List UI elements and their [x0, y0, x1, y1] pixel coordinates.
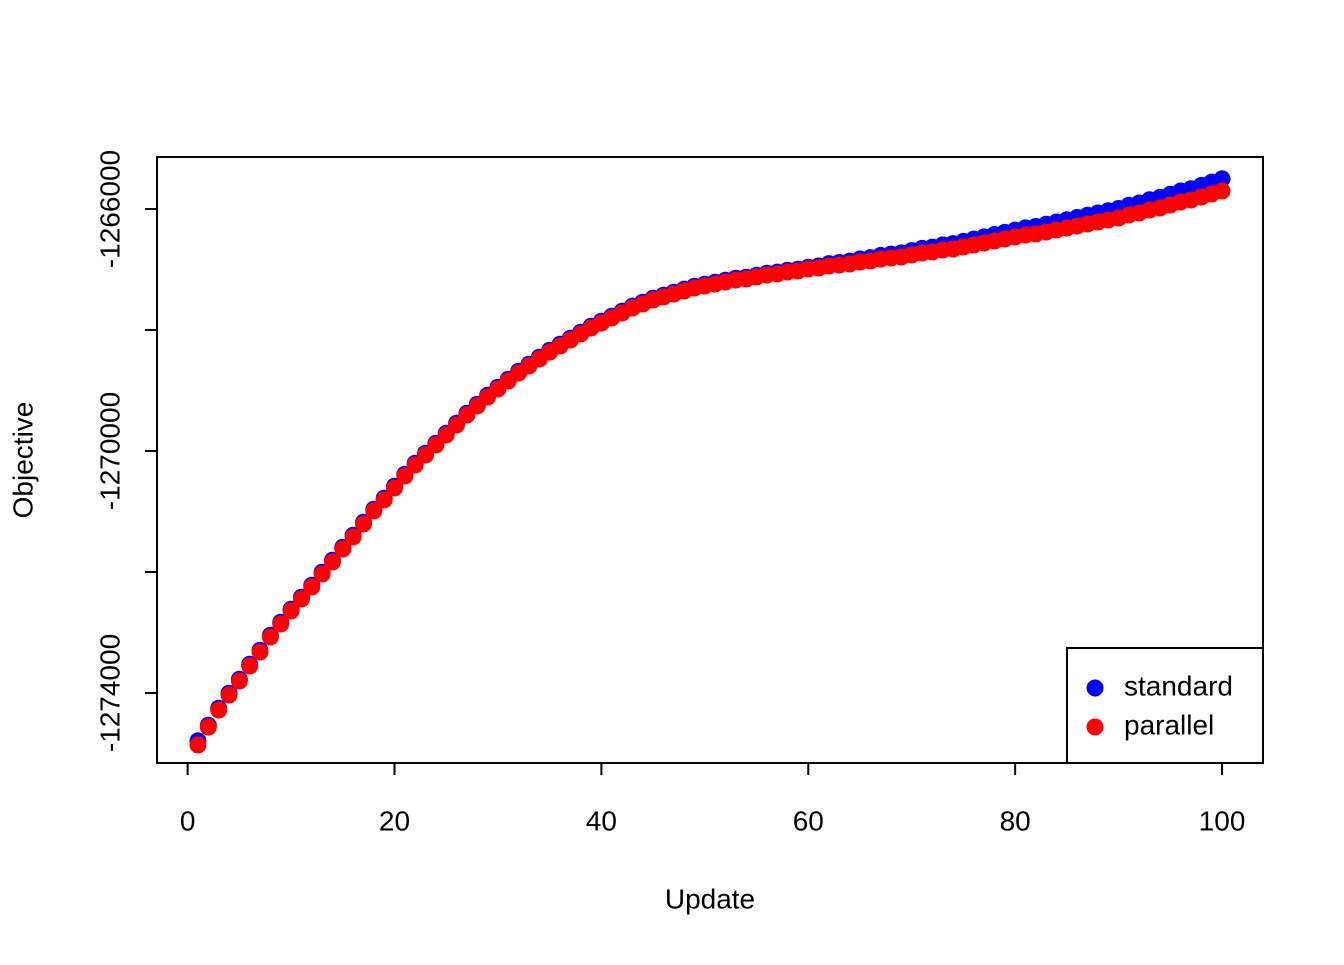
point	[344, 528, 362, 546]
y-tick-label: -1266000	[94, 150, 125, 268]
point	[292, 590, 310, 608]
point	[323, 553, 341, 571]
point	[1213, 170, 1231, 188]
point	[210, 701, 228, 719]
point	[251, 643, 269, 661]
point	[199, 718, 217, 736]
point	[1213, 182, 1231, 200]
legend-marker	[1086, 679, 1104, 697]
point	[230, 672, 248, 690]
x-tick-label: 20	[379, 805, 410, 836]
y-axis-title: Objective	[7, 402, 38, 519]
point	[375, 491, 393, 509]
point	[386, 479, 404, 497]
point	[303, 578, 321, 596]
point	[189, 736, 207, 754]
x-tick-label: 100	[1199, 805, 1246, 836]
point	[334, 540, 352, 558]
legend-box	[1066, 647, 1264, 764]
point	[313, 565, 331, 583]
point	[354, 515, 372, 533]
point	[365, 502, 383, 520]
point	[272, 615, 290, 633]
legend-marker	[1086, 718, 1104, 736]
x-tick-label: 0	[180, 805, 196, 836]
plot-box	[156, 156, 1264, 764]
point	[241, 657, 259, 675]
point	[282, 602, 300, 620]
y-tick-label: -1270000	[94, 392, 125, 510]
x-tick-label: 40	[586, 805, 617, 836]
x-tick-label: 80	[1000, 805, 1031, 836]
legend-label: standard	[1124, 670, 1233, 701]
legend-label: parallel	[1124, 709, 1214, 740]
point	[220, 686, 238, 704]
x-axis-title: Update	[665, 883, 755, 914]
x-tick-label: 60	[793, 805, 824, 836]
point	[396, 467, 414, 485]
point	[261, 628, 279, 646]
y-tick-label: -1274000	[94, 634, 125, 752]
